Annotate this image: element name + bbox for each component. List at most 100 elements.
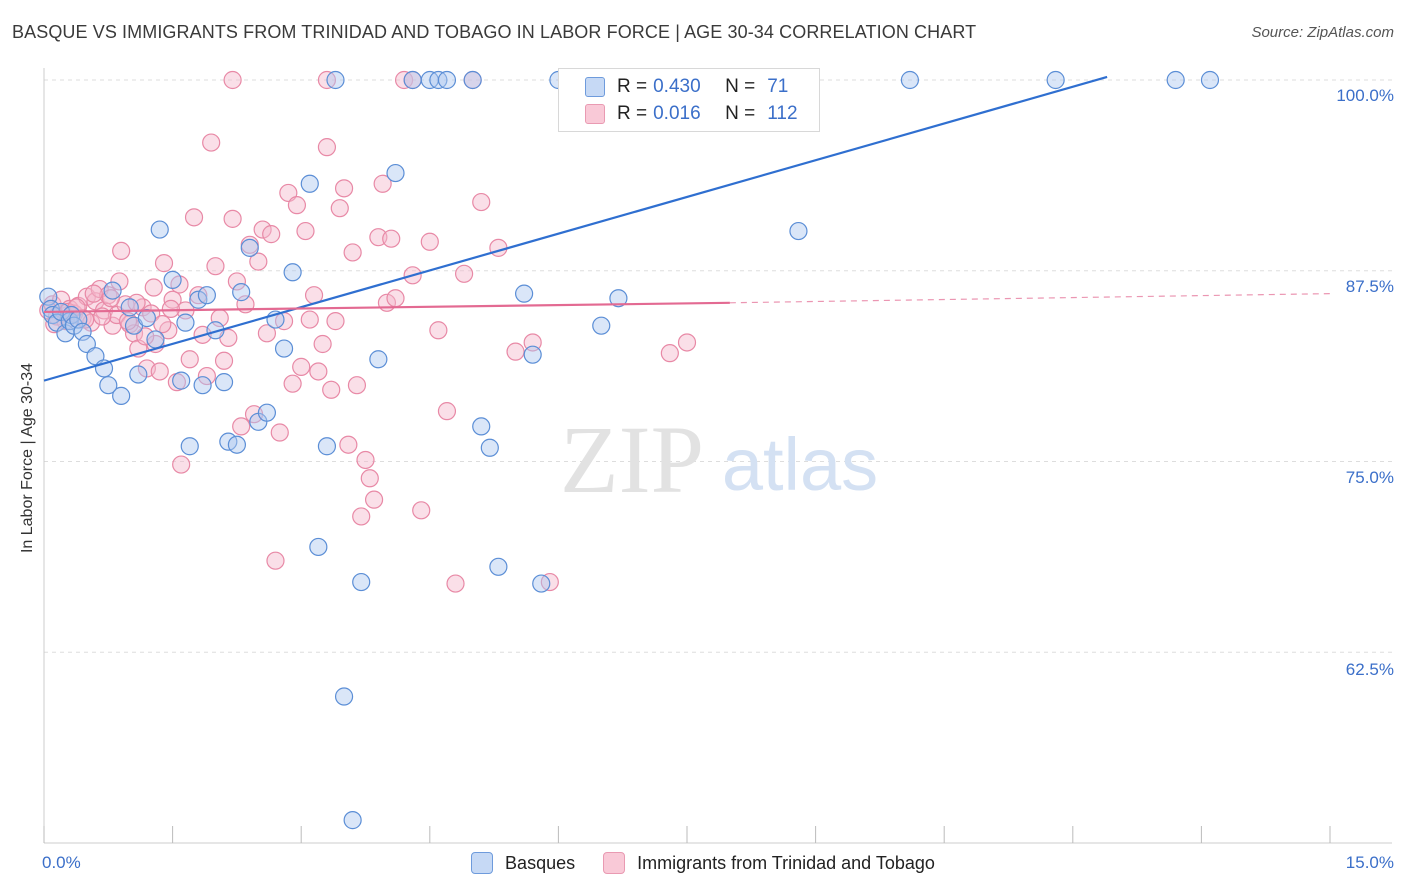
trinidad-point — [677, 333, 697, 352]
trinidad-point — [227, 272, 246, 291]
trinidad-point — [364, 490, 384, 509]
trinidad-point — [446, 574, 465, 593]
basques-point — [326, 70, 345, 90]
y-axis-label: In Labor Force | Age 30-34 — [19, 362, 36, 554]
trinidad-point — [343, 243, 362, 262]
trinidad-point — [172, 455, 191, 474]
basques-point — [789, 221, 808, 241]
y-tick-75: 75.0% — [1345, 468, 1394, 487]
basques-point — [146, 330, 165, 349]
trinidad-point — [472, 192, 491, 212]
basques-point — [176, 313, 195, 332]
legend-swatch-basques — [471, 852, 494, 874]
watermark-atlas: atlas — [722, 423, 878, 506]
basques-point — [240, 238, 259, 257]
trinidad-point — [223, 70, 242, 90]
trinidad-point — [223, 209, 242, 228]
trinidad-point — [296, 221, 315, 241]
trinidad-point — [660, 344, 679, 363]
series-legend: Basques Immigrants from Trinidad and Tob… — [0, 852, 1406, 874]
source-label: Source: ZipAtlas.com — [1251, 24, 1394, 41]
trinidad-point — [253, 220, 272, 239]
trinidad-point — [334, 179, 354, 198]
legend-swatch-pink — [585, 104, 605, 124]
x-tick-min: 0.0% — [42, 853, 81, 872]
basques-point — [472, 417, 491, 436]
trinidad-point — [163, 290, 182, 309]
trinidad-point — [292, 357, 311, 376]
trinidad-point — [326, 312, 345, 331]
basques-point — [300, 174, 319, 193]
x-tick-max: 15.0% — [1345, 853, 1394, 872]
basques-point — [592, 316, 611, 335]
basques-point — [172, 371, 191, 390]
basques-point — [274, 339, 294, 358]
basques-point — [197, 286, 216, 305]
trinidad-point — [429, 321, 448, 340]
basques-point — [403, 70, 422, 90]
basques-point — [1046, 70, 1065, 90]
trinidad-point — [136, 327, 155, 346]
watermark: ZIP atlas — [560, 406, 878, 513]
trinidad-point — [214, 351, 234, 370]
trinidad-point — [84, 284, 103, 303]
legend-label-trinidad: Immigrants from Trinidad and Tobago — [637, 852, 935, 873]
legend-row-trinidad: R = 0.016 N = 112 — [559, 100, 798, 128]
trinidad-point — [153, 315, 172, 334]
trinidad-point — [506, 342, 525, 361]
legend-n-value: 112 — [767, 103, 798, 124]
basques-point — [189, 290, 208, 309]
trend-lines — [43, 75, 1331, 382]
trinidad-point — [180, 350, 199, 369]
basques-point — [137, 308, 156, 328]
trinidad-point — [437, 402, 457, 421]
legend-row-basques: R = 0.430 N = 71 — [559, 73, 788, 101]
basques-point — [489, 557, 508, 576]
trinidad-trend-line — [43, 301, 730, 314]
trinidad-point — [270, 423, 289, 442]
basques-point — [214, 373, 234, 392]
basques-point — [900, 70, 920, 90]
trinidad-point — [249, 252, 268, 271]
legend-r-value: 0.016 — [653, 103, 701, 124]
trinidad-point — [373, 174, 392, 193]
trinidad-point — [197, 366, 216, 386]
basques-point — [523, 345, 542, 364]
trinidad-point — [489, 238, 508, 257]
trinidad-point — [202, 133, 221, 152]
basques-point — [437, 70, 457, 90]
trinidad-point — [101, 289, 120, 308]
trinidad-point — [161, 299, 180, 318]
trinidad-point — [386, 289, 405, 308]
legend-n-label: N = — [725, 76, 756, 97]
basques-point — [309, 537, 328, 557]
basques-point — [515, 284, 534, 303]
trinidad-point — [266, 551, 285, 570]
legend-n-value: 71 — [767, 76, 789, 97]
basques-point — [227, 435, 246, 454]
basques-point — [193, 376, 212, 395]
basques-point — [609, 289, 628, 308]
trinidad-point — [352, 507, 371, 526]
trinidad-point — [347, 376, 367, 395]
legend-r-label: R = — [617, 103, 648, 124]
basques-trend-line — [43, 75, 1108, 382]
basques-point — [112, 386, 131, 405]
trinidad-point — [309, 362, 328, 381]
legend-label-basques: Basques — [505, 852, 576, 873]
trinidad-point — [330, 199, 349, 218]
legend-swatch-trinidad — [603, 852, 626, 874]
trinidad-point — [322, 380, 341, 399]
trinidad-point — [206, 257, 225, 276]
trinidad-point — [144, 278, 163, 297]
trinidad-point — [150, 362, 169, 381]
legend-item-basques: Basques — [471, 852, 575, 874]
legend-r-value: 0.430 — [653, 76, 701, 97]
stats-legend: R = 0.430 N = 71 R = 0.016 N = 112 — [558, 68, 820, 132]
trinidad-point — [356, 450, 375, 470]
trinidad-point — [257, 324, 277, 343]
trinidad-point — [339, 435, 358, 454]
trinidad-point — [317, 138, 337, 157]
trinidad-trend-extension — [729, 293, 1331, 304]
